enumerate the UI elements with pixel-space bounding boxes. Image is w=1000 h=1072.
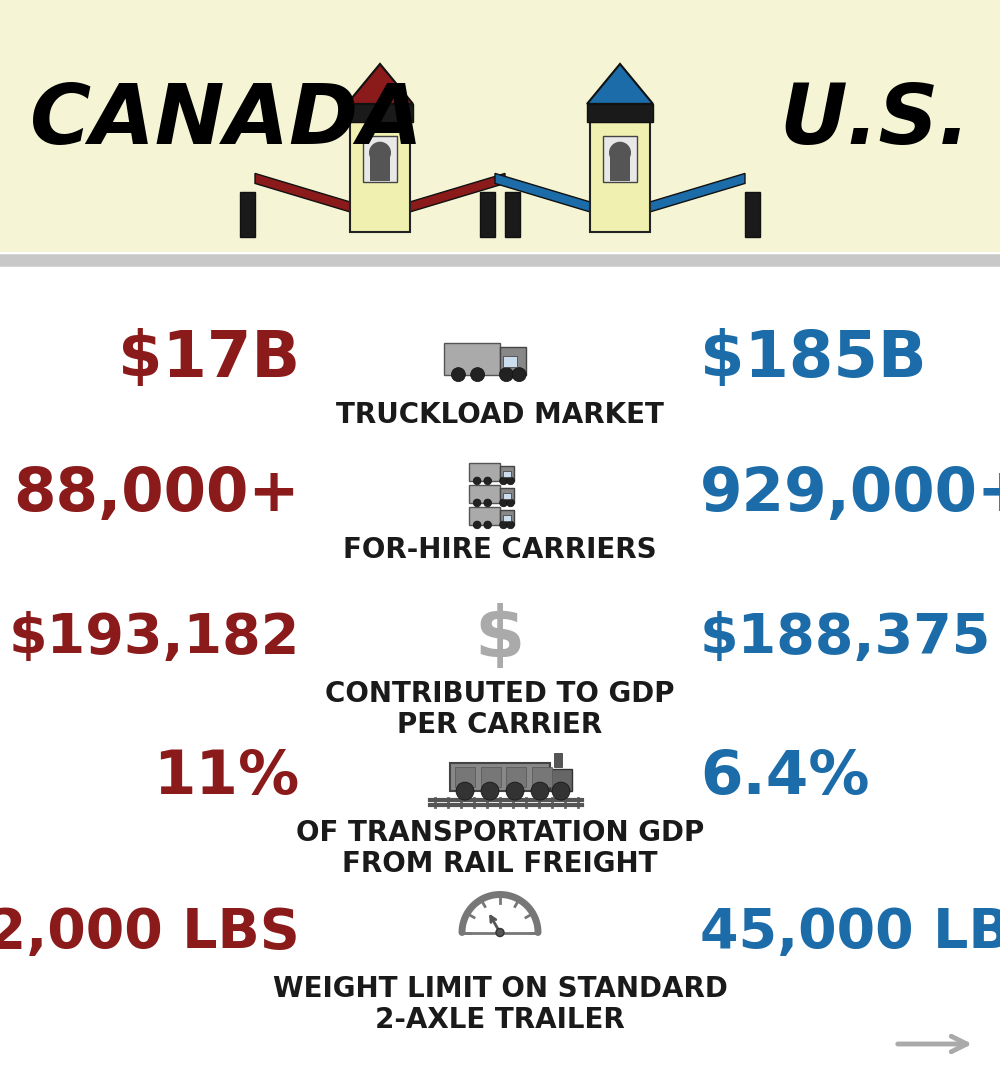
- Bar: [532, 768, 552, 787]
- Circle shape: [512, 368, 526, 382]
- Circle shape: [484, 521, 492, 528]
- Bar: [480, 192, 495, 237]
- Circle shape: [496, 928, 504, 937]
- Circle shape: [473, 521, 481, 528]
- Circle shape: [471, 368, 485, 382]
- Polygon shape: [587, 64, 653, 104]
- Bar: [500, 347, 526, 374]
- Bar: [481, 768, 501, 787]
- Bar: [469, 486, 500, 503]
- Text: U.S.: U.S.: [779, 80, 970, 162]
- Text: $193,182: $193,182: [9, 611, 300, 665]
- Text: 2-AXLE TRAILER: 2-AXLE TRAILER: [375, 1006, 625, 1033]
- Text: $17B: $17B: [118, 328, 300, 389]
- Text: 88,000+: 88,000+: [13, 464, 300, 523]
- Text: $: $: [475, 604, 525, 672]
- Text: 11%: 11%: [154, 747, 300, 806]
- Bar: [370, 158, 390, 181]
- Text: 45,000 LBS: 45,000 LBS: [700, 906, 1000, 959]
- Bar: [590, 122, 650, 232]
- Text: 929,000+: 929,000+: [700, 464, 1000, 523]
- Polygon shape: [650, 174, 745, 212]
- Circle shape: [500, 477, 507, 485]
- Text: PER CARRIER: PER CARRIER: [397, 711, 603, 739]
- Bar: [603, 136, 637, 182]
- Bar: [503, 515, 511, 521]
- Circle shape: [507, 500, 514, 507]
- Text: 6.4%: 6.4%: [700, 747, 870, 806]
- Circle shape: [484, 500, 492, 507]
- Text: TRUCKLOAD MARKET: TRUCKLOAD MARKET: [336, 401, 664, 429]
- Bar: [347, 104, 413, 122]
- Circle shape: [473, 500, 481, 507]
- Bar: [500, 488, 514, 503]
- Bar: [587, 104, 653, 122]
- Text: CONTRIBUTED TO GDP: CONTRIBUTED TO GDP: [325, 680, 675, 708]
- Text: FROM RAIL FREIGHT: FROM RAIL FREIGHT: [342, 850, 658, 878]
- Text: 52,000 LBS: 52,000 LBS: [0, 906, 300, 959]
- Bar: [745, 192, 760, 237]
- Bar: [503, 492, 511, 498]
- Circle shape: [531, 783, 549, 800]
- Circle shape: [552, 783, 570, 800]
- Bar: [550, 769, 572, 791]
- Text: CANADA: CANADA: [30, 80, 424, 162]
- Circle shape: [500, 521, 507, 528]
- Circle shape: [507, 521, 514, 528]
- Circle shape: [451, 368, 465, 382]
- Bar: [444, 343, 500, 374]
- Text: WEIGHT LIMIT ON STANDARD: WEIGHT LIMIT ON STANDARD: [273, 974, 727, 1002]
- Polygon shape: [255, 174, 350, 212]
- Bar: [363, 136, 397, 182]
- Text: $188,375: $188,375: [700, 611, 991, 665]
- Text: OF TRANSPORTATION GDP: OF TRANSPORTATION GDP: [296, 819, 704, 847]
- Text: FOR-HIRE CARRIERS: FOR-HIRE CARRIERS: [343, 536, 657, 564]
- Bar: [503, 356, 517, 367]
- Bar: [350, 122, 410, 232]
- Bar: [240, 192, 255, 237]
- Bar: [505, 192, 520, 237]
- Circle shape: [499, 368, 513, 382]
- Bar: [455, 768, 475, 787]
- Polygon shape: [347, 64, 413, 104]
- Circle shape: [506, 783, 524, 800]
- Bar: [500, 466, 514, 481]
- Circle shape: [507, 477, 514, 485]
- Bar: [450, 763, 550, 791]
- Circle shape: [484, 477, 492, 485]
- Polygon shape: [410, 174, 505, 212]
- Circle shape: [609, 142, 631, 164]
- Bar: [469, 507, 500, 525]
- Bar: [0, 0, 1000, 252]
- Bar: [610, 158, 630, 181]
- Circle shape: [369, 142, 391, 164]
- Circle shape: [456, 783, 474, 800]
- Bar: [506, 768, 526, 787]
- Bar: [554, 754, 562, 768]
- Circle shape: [500, 500, 507, 507]
- Circle shape: [481, 783, 499, 800]
- Bar: [469, 463, 500, 481]
- Circle shape: [473, 477, 481, 485]
- Bar: [503, 471, 511, 477]
- Polygon shape: [495, 174, 590, 212]
- Bar: [500, 510, 514, 525]
- Text: $185B: $185B: [700, 328, 927, 389]
